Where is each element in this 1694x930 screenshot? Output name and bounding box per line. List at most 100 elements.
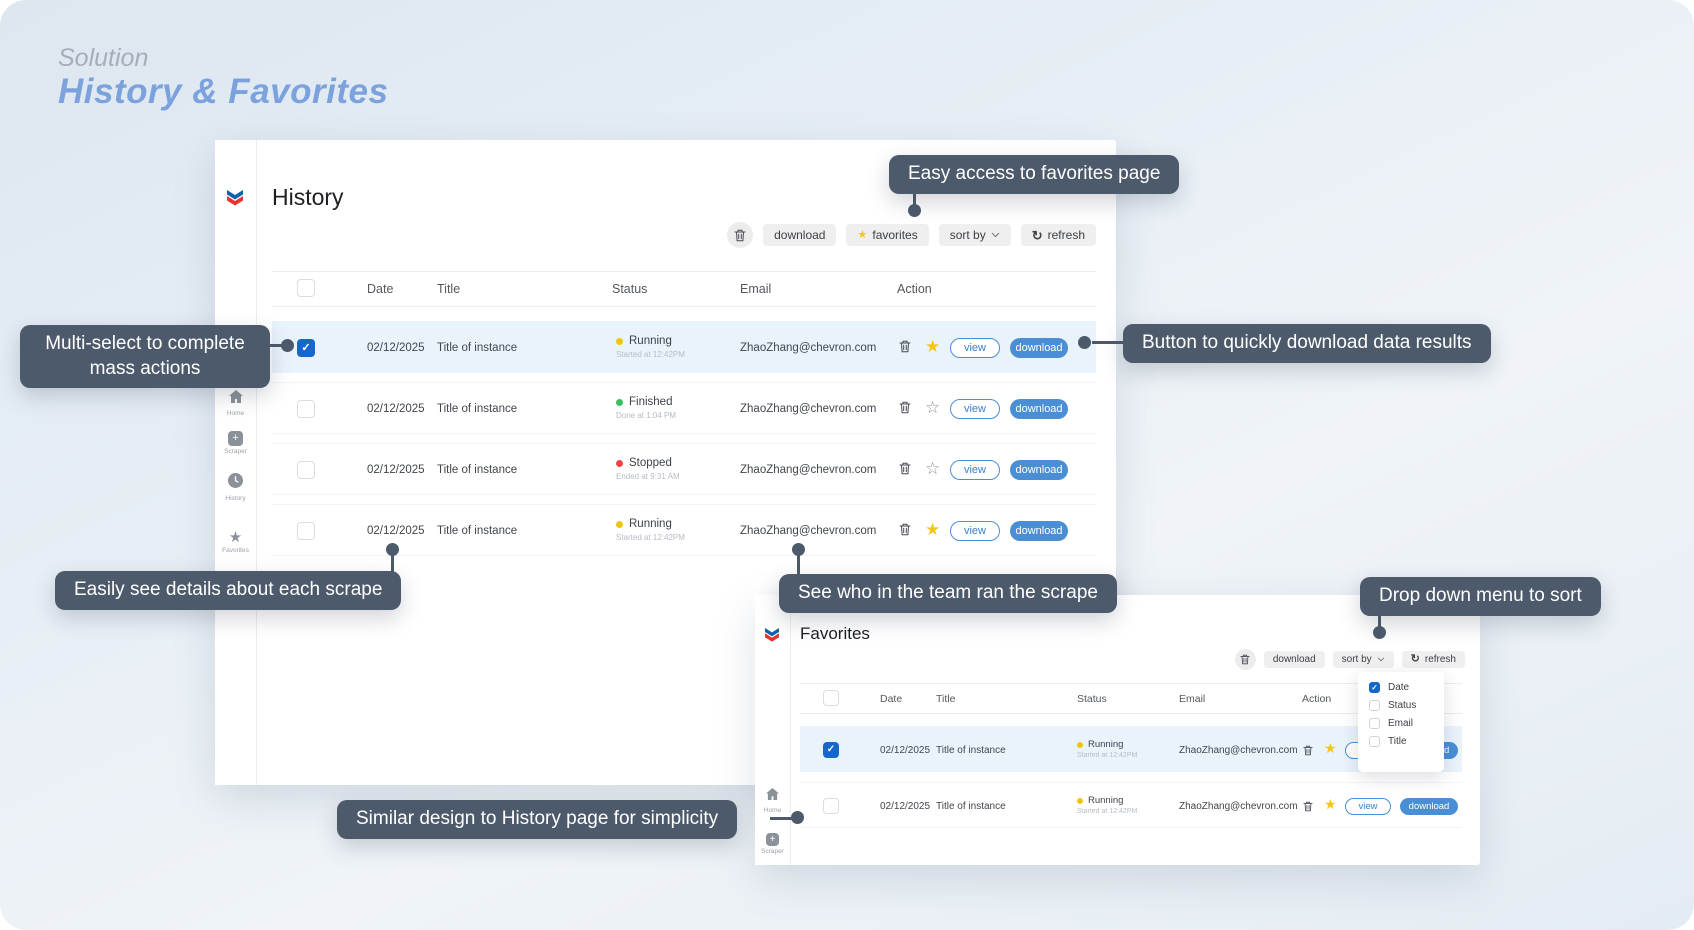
row-email: ZhaoZhang@chevron.com — [1179, 745, 1298, 756]
refresh-button[interactable]: ↻ refresh — [1020, 224, 1096, 246]
trash-icon[interactable] — [899, 401, 911, 419]
download-button[interactable]: download — [1010, 521, 1068, 541]
table-row[interactable]: 02/12/2025 Title of instance Finished Do… — [272, 382, 1096, 434]
sidebar-item-label: Scraper — [761, 848, 784, 855]
toolbar: download ★ favorites sort by ↻ refresh — [727, 222, 1096, 248]
row-title: Title of instance — [936, 801, 1006, 812]
favorite-star-icon[interactable]: ★ — [925, 520, 941, 539]
row-checkbox[interactable] — [823, 798, 839, 814]
callout-connector-dot — [792, 543, 805, 556]
sidebar-item-scraper[interactable]: + Scraper — [755, 833, 790, 855]
plus-icon: + — [766, 833, 779, 846]
sort-option-email[interactable]: Email — [1369, 718, 1413, 729]
refresh-button[interactable]: ↻ refresh — [1401, 651, 1465, 668]
view-button[interactable]: view — [950, 399, 1000, 419]
callout-connector — [797, 552, 800, 578]
table-row[interactable]: ✓ 02/12/2025 Title of instance Running S… — [272, 321, 1096, 373]
page-title: Favorites — [800, 624, 870, 643]
view-button[interactable]: view — [1345, 798, 1391, 815]
favorite-star-icon[interactable]: ★ — [1324, 796, 1337, 812]
sort-by-button[interactable]: sort by — [1332, 651, 1394, 668]
sort-option-status[interactable]: Status — [1369, 700, 1416, 711]
trash-icon[interactable] — [899, 462, 911, 480]
sidebar-item-scraper[interactable]: + Scraper — [215, 431, 256, 455]
column-header-email: Email — [740, 282, 772, 296]
column-header-date: Date — [880, 693, 903, 705]
sort-option-date[interactable]: ✓ Date — [1369, 682, 1409, 693]
trash-button[interactable] — [727, 222, 754, 248]
table-row[interactable]: 02/12/2025 Title of instance Running Sta… — [272, 504, 1096, 556]
sort-by-button[interactable]: sort by — [938, 224, 1011, 246]
row-title: Title of instance — [437, 525, 518, 537]
column-header-action: Action — [897, 282, 932, 296]
callout-connector — [913, 190, 916, 207]
option-checkbox[interactable] — [1369, 700, 1380, 711]
status-detail: Done at 1:04 PM — [616, 411, 677, 420]
clock-icon — [228, 473, 243, 493]
trash-icon[interactable] — [1303, 799, 1313, 817]
column-header-status: Status — [1077, 693, 1107, 705]
download-button[interactable]: download — [763, 224, 837, 246]
row-status: Running Started at 12:42PM — [1077, 739, 1138, 759]
app-sidebar: Home + Scraper — [755, 595, 791, 865]
option-checkbox[interactable] — [1369, 736, 1380, 747]
callout-connector-dot — [1078, 336, 1091, 349]
favorite-star-icon[interactable]: ☆ — [925, 398, 941, 417]
view-button[interactable]: view — [950, 521, 1000, 541]
view-button[interactable]: view — [950, 460, 1000, 480]
row-date: 02/12/2025 — [367, 342, 425, 354]
row-checkbox[interactable]: ✓ — [297, 339, 315, 357]
trash-icon[interactable] — [899, 340, 911, 358]
download-button[interactable]: download — [1010, 399, 1068, 419]
sort-option-title[interactable]: Title — [1369, 736, 1407, 747]
page-title: History — [272, 184, 344, 210]
chevron-down-icon — [991, 232, 1000, 238]
table-row[interactable]: ✓ 02/12/2025 Title of instance Running S… — [800, 726, 1462, 772]
favorites-button[interactable]: ★ favorites — [846, 224, 929, 246]
download-button[interactable]: download — [1010, 338, 1068, 358]
callout-connector — [391, 552, 394, 574]
sidebar-item-label: History — [225, 495, 246, 502]
select-all-checkbox[interactable] — [823, 690, 839, 706]
trash-icon[interactable] — [1303, 743, 1313, 761]
callout-connector-dot — [791, 811, 804, 824]
download-button[interactable]: download — [1400, 798, 1458, 815]
table-row[interactable]: 02/12/2025 Title of instance Running Sta… — [800, 782, 1462, 828]
download-button[interactable]: download — [1263, 651, 1325, 668]
favorite-star-icon[interactable]: ★ — [1324, 740, 1337, 756]
row-status: Running Started at 12:42PM — [616, 335, 685, 359]
row-date: 02/12/2025 — [367, 403, 425, 415]
row-date: 02/12/2025 — [880, 745, 931, 756]
download-button[interactable]: download — [1010, 460, 1068, 480]
sidebar-item-home[interactable]: Home — [215, 390, 256, 417]
favorite-star-icon[interactable]: ★ — [925, 337, 941, 356]
refresh-icon: ↻ — [1031, 227, 1043, 243]
column-header-email: Email — [1179, 693, 1206, 705]
table-row[interactable]: 02/12/2025 Title of instance Stopped End… — [272, 443, 1096, 495]
chevron-logo-icon — [227, 190, 243, 211]
row-checkbox[interactable] — [297, 461, 315, 479]
row-checkbox[interactable] — [297, 522, 315, 540]
favorite-star-icon[interactable]: ☆ — [925, 459, 941, 478]
sidebar-item-history[interactable]: History — [215, 473, 256, 502]
sidebar-item-home[interactable]: Home — [755, 787, 790, 814]
status-detail: Started at 12:42PM — [616, 533, 685, 542]
option-checkbox[interactable]: ✓ — [1369, 682, 1380, 693]
sidebar-item-favorites[interactable]: ★ Favorites — [215, 530, 256, 554]
status-dot — [1077, 797, 1083, 804]
select-all-checkbox[interactable] — [297, 279, 315, 297]
view-button[interactable]: view — [950, 338, 1000, 358]
status-detail: Started at 12:42PM — [1077, 752, 1138, 759]
table-header: Date Title Status Email Action — [800, 683, 1462, 714]
option-checkbox[interactable] — [1369, 718, 1380, 729]
row-email: ZhaoZhang@chevron.com — [740, 525, 877, 537]
callout-multi-select: Multi-select to complete mass actions — [20, 325, 270, 389]
sort-dropdown-menu: ✓ Date Status Email Title — [1358, 672, 1444, 772]
check-icon: ✓ — [301, 341, 311, 354]
trash-button[interactable] — [1234, 649, 1256, 670]
status-detail: Started at 12:42PM — [1077, 808, 1138, 815]
trash-icon[interactable] — [899, 523, 911, 541]
row-checkbox[interactable]: ✓ — [823, 742, 839, 758]
row-checkbox[interactable] — [297, 400, 315, 418]
sidebar-item-label: Home — [226, 410, 245, 417]
